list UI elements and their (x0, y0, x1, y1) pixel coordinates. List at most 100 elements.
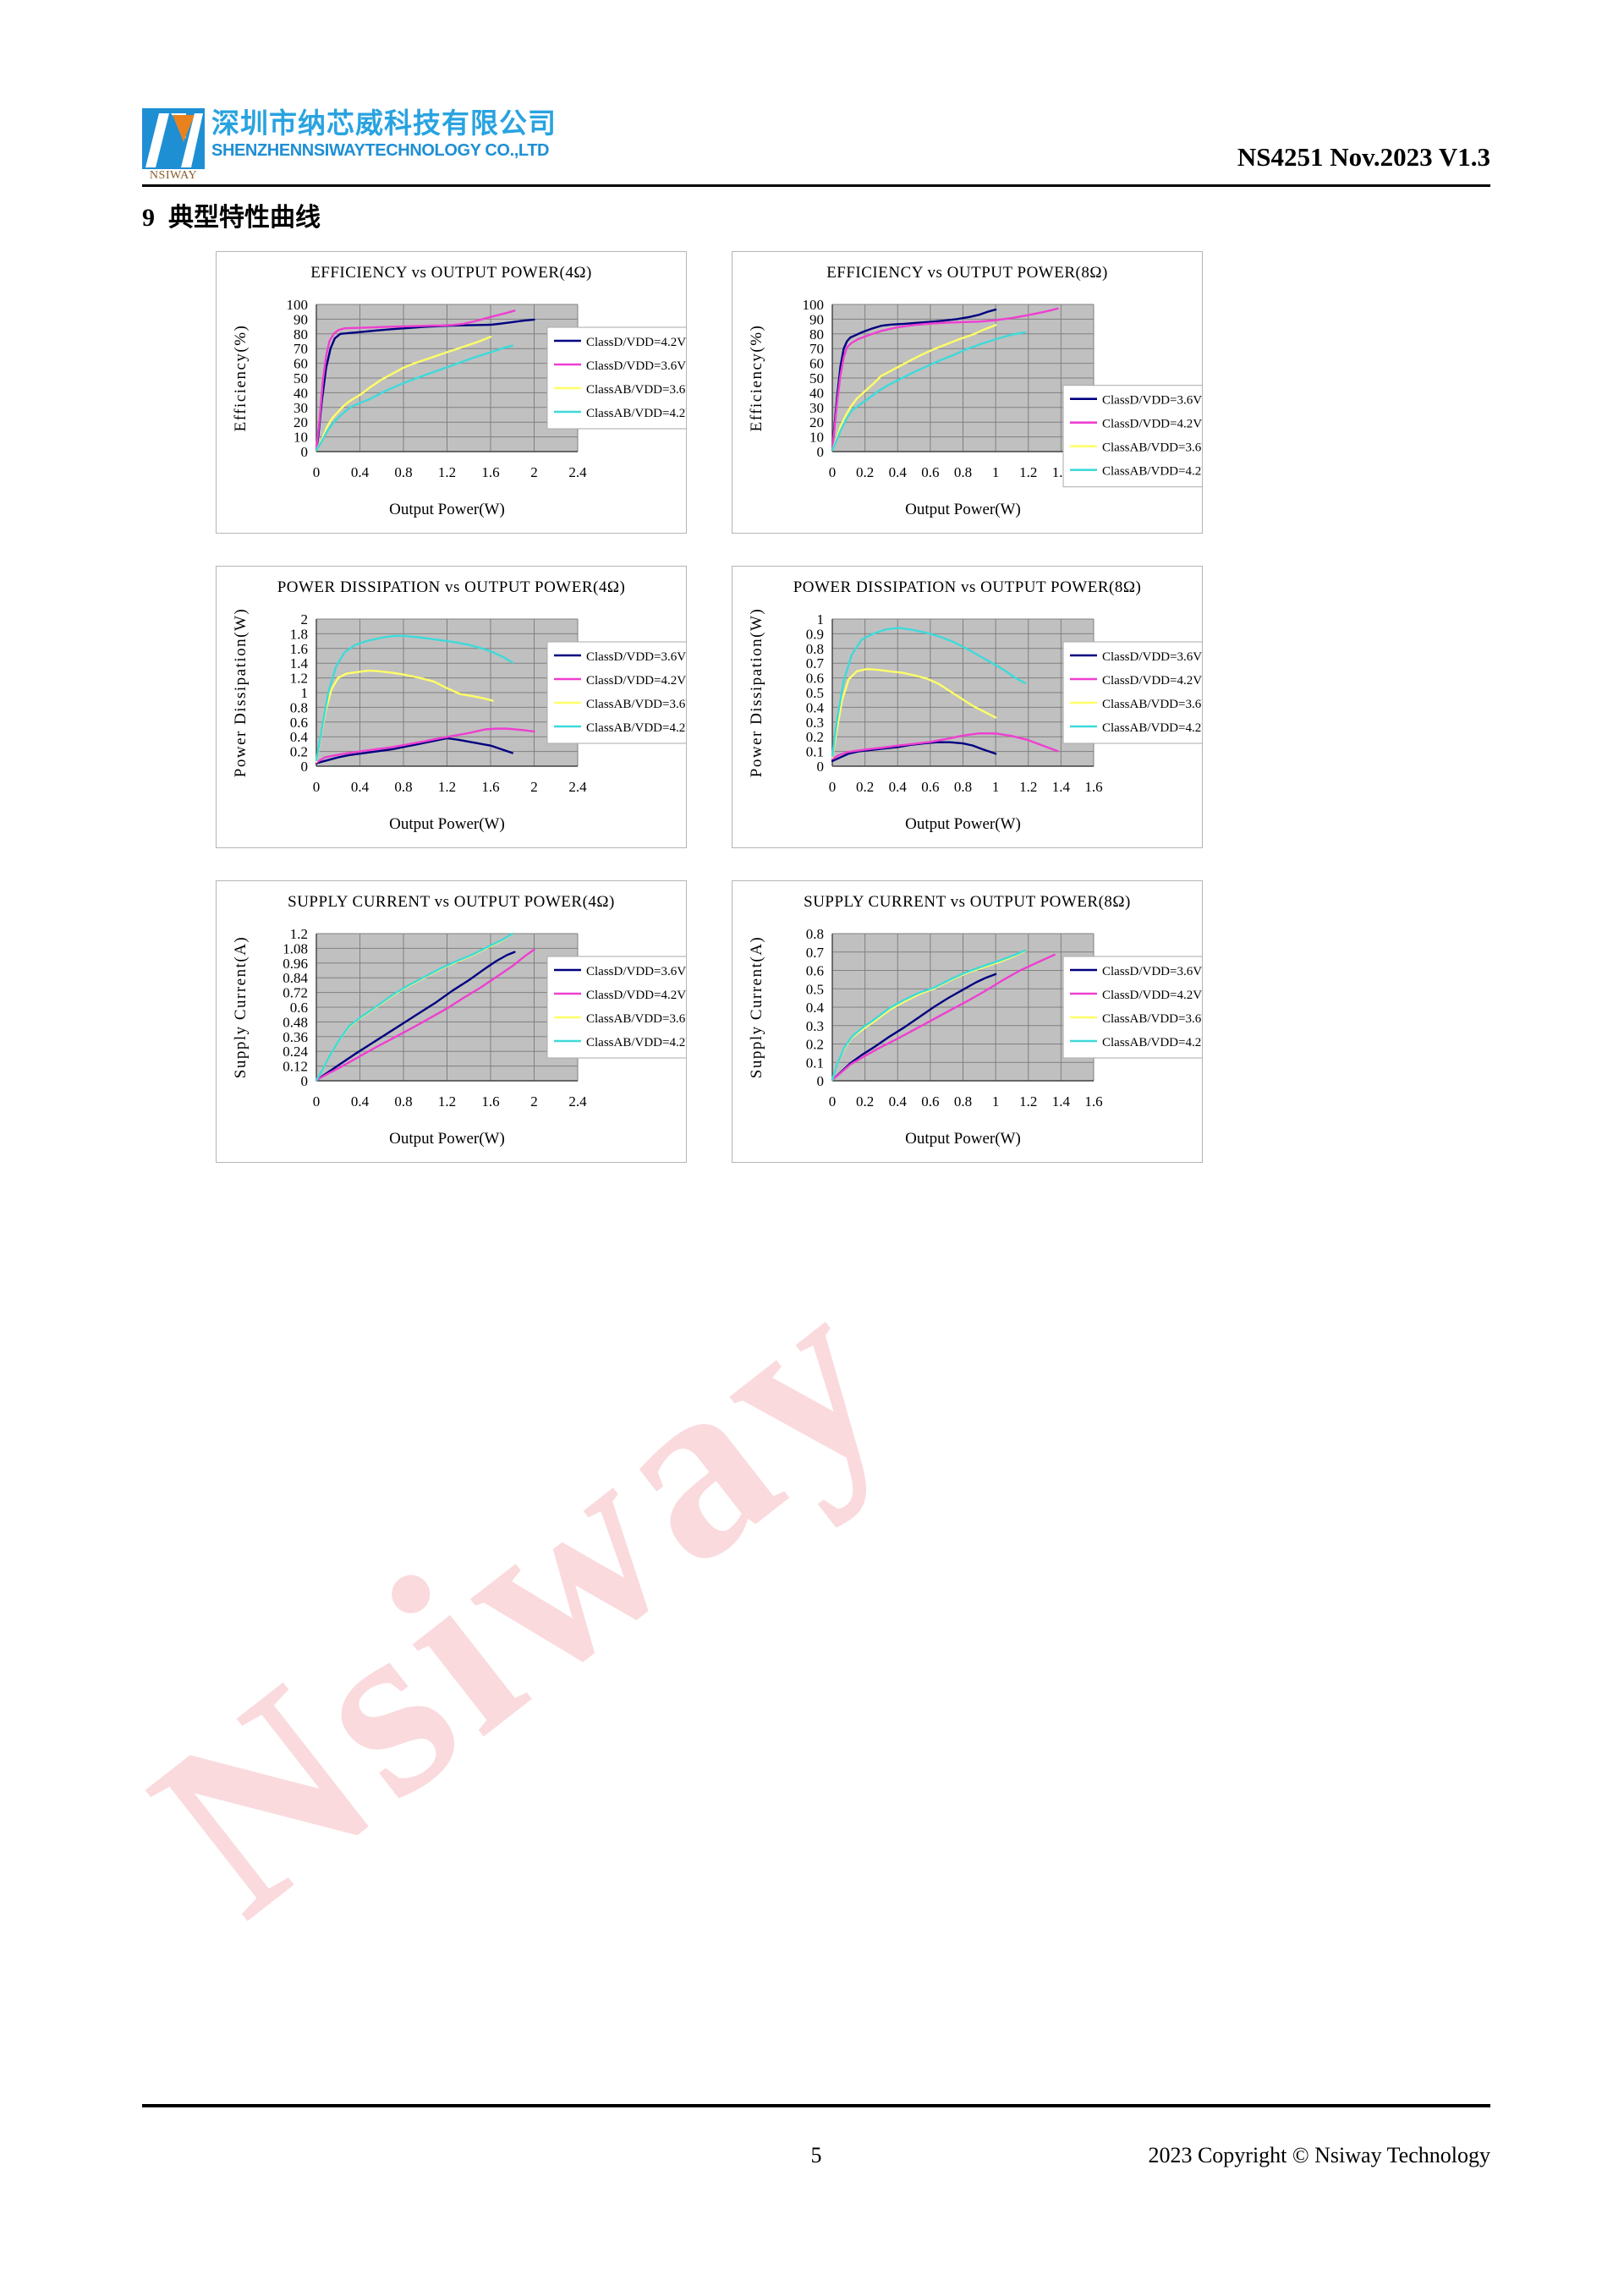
legend-item-label: ClassAB/VDD=4.2V (586, 721, 686, 735)
y-axis-tick-label: 0.6 (290, 715, 308, 731)
x-axis-tick-label: 0.2 (856, 464, 874, 480)
x-axis-tick-label: 1 (992, 1093, 1000, 1110)
legend-item-label: ClassAB/VDD=3.6V (586, 1012, 686, 1026)
x-axis-tick-label: 1.2 (438, 1093, 456, 1110)
x-axis-tick-label: 1.6 (1084, 779, 1102, 795)
y-axis-tick-label: 0.8 (290, 699, 308, 715)
series-line (831, 667, 997, 759)
x-axis-tick-label: 0.4 (351, 1093, 370, 1110)
y-axis-tick-label: 20 (809, 414, 824, 430)
y-axis-tick-label: 90 (294, 311, 308, 327)
x-axis-tick-label: 1.6 (1084, 1093, 1102, 1110)
legend-item-label: ClassAB/VDD=3.6V (1102, 698, 1202, 711)
y-axis-label: Efficiency(%) (748, 325, 765, 432)
company-name-en: SHENZHENNSIWAYTECHNOLOGY CO.,LTD (211, 141, 550, 161)
series-line (831, 324, 997, 452)
series-line (315, 932, 513, 1082)
legend-item-label: ClassAB/VDD=4.2V (586, 1036, 686, 1049)
chart-title: POWER DISSIPATION vs OUTPUT POWER(8Ω) (793, 578, 1142, 596)
page-title: 9 典型特性曲线 (142, 196, 321, 233)
copyright-notice: 2023 Copyright © Nsiway Technology (1148, 2143, 1490, 2167)
series-line (831, 308, 997, 452)
x-axis-tick-label: 0.2 (856, 779, 874, 795)
chart-legend: ClassD/VDD=3.6V ClassD/VDD=4.2V ClassAB/VD… (546, 641, 686, 744)
series-line (315, 310, 516, 450)
x-axis-tick-label: 1 (992, 464, 1000, 480)
y-axis-tick-label: 1 (817, 611, 825, 627)
chart-efficiency-4ohm: EFFICIENCY vs OUTPUT POWER(4Ω) 0 10 20 30 40 5… (216, 251, 687, 534)
series-line (315, 737, 513, 764)
x-axis-tick-label: 1.6 (481, 779, 499, 795)
y-axis-tick-label: 0.96 (283, 956, 308, 972)
chart-title: EFFICIENCY vs OUTPUT POWER(8Ω) (826, 264, 1108, 282)
document-id: NS4251 Nov.2023 V1.3 (1237, 142, 1490, 172)
x-axis-tick-label: 0 (829, 779, 837, 795)
x-axis-tick-label: 0.8 (394, 779, 412, 795)
x-axis-tick-label: 0.4 (889, 464, 908, 480)
x-axis-label: Output Power(W) (905, 815, 1021, 833)
y-axis-tick-label: 0.7 (806, 945, 825, 961)
y-axis-tick-label: 1.08 (283, 940, 308, 956)
x-axis-tick-label: 1.2 (1019, 1093, 1037, 1110)
y-axis-tick-label: 50 (809, 370, 824, 386)
series-line (315, 336, 492, 452)
characteristic-curves-grid: EFFICIENCY vs OUTPUT POWER(4Ω) 0 10 20 30 40 5… (0, 251, 1624, 1195)
series-line (315, 948, 535, 1082)
x-axis-tick-label: 1.4 (1052, 779, 1071, 795)
y-axis-tick-label: 70 (809, 341, 824, 357)
x-axis-tick-label: 0.4 (889, 779, 908, 795)
y-axis-tick-label: 20 (294, 414, 308, 430)
chart-title: EFFICIENCY vs OUTPUT POWER(4Ω) (310, 264, 592, 282)
x-axis-tick-label: 0.4 (351, 464, 370, 480)
y-axis-tick-label: 1.6 (290, 641, 308, 657)
y-axis-tick-label: 0 (301, 759, 309, 775)
legend-item-label: ClassAB/VDD=4.2V (1102, 1036, 1202, 1049)
series-line (315, 669, 494, 763)
y-axis-tick-label: 0.72 (283, 985, 308, 1001)
y-axis-tick-label: 0 (817, 759, 825, 775)
company-name-cn: 深圳市纳芯威科技有限公司 (211, 107, 557, 140)
legend-item-label: ClassD/VDD=4.2V (1102, 418, 1202, 431)
y-axis-label: Power Dissipation(W) (748, 608, 765, 777)
legend-item-label: ClassAB/VDD=4.2V (1102, 721, 1202, 735)
x-axis-tick-label: 1.2 (1019, 464, 1037, 480)
x-axis-tick-label: 0.8 (954, 779, 972, 795)
chart-title: POWER DISSIPATION vs OUTPUT POWER(4Ω) (277, 578, 626, 596)
y-axis-tick-label: 0.5 (806, 685, 824, 701)
y-axis-tick-label: 0 (817, 1073, 825, 1089)
legend-item-label: ClassD/VDD=3.6V (586, 359, 686, 373)
y-axis-tick-label: 1.4 (290, 655, 309, 671)
legend-item-label: ClassAB/VDD=3.6V (586, 383, 686, 397)
x-axis-tick-label: 0 (829, 1093, 837, 1110)
chart-legend: ClassD/VDD=3.6V ClassD/VDD=4.2V ClassAB/VD… (1062, 956, 1202, 1059)
chart-row: SUPPLY CURRENT vs OUTPUT POWER(4Ω) 0 0.12 0… (0, 880, 1624, 1163)
y-axis-tick-label: 1.2 (290, 671, 308, 687)
series-line (315, 318, 535, 452)
chart-supply-current-8ohm: SUPPLY CURRENT vs OUTPUT POWER(8Ω) 0 0.1 0.… (732, 880, 1203, 1163)
y-axis-tick-label: 60 (294, 356, 308, 372)
y-axis-tick-label: 40 (809, 385, 824, 401)
legend-item-label: ClassD/VDD=3.6V (1102, 394, 1202, 408)
y-axis-label: Power Dissipation(W) (232, 608, 250, 777)
x-axis-tick-label: 2 (530, 1093, 538, 1110)
x-axis-tick-label: 0.6 (921, 779, 939, 795)
chart-legend: ClassD/VDD=4.2V ClassD/VDD=3.6V ClassAB/VD… (546, 326, 686, 430)
x-axis-label: Output Power(W) (389, 1130, 505, 1148)
x-axis-tick-label: 0.6 (921, 1093, 939, 1110)
y-axis-tick-label: 2 (301, 611, 309, 627)
y-axis-label: Supply Current(A) (748, 936, 765, 1079)
y-axis-tick-label: 60 (809, 356, 824, 372)
y-axis-tick-label: 1.2 (290, 926, 308, 942)
y-axis-tick-label: 30 (294, 400, 308, 416)
y-axis-tick-label: 0.6 (290, 1000, 308, 1016)
x-axis-tick-label: 2.4 (568, 464, 587, 480)
series-line (315, 727, 535, 764)
x-axis-label: Output Power(W) (905, 1130, 1021, 1148)
x-axis-tick-label: 0.8 (394, 1093, 412, 1110)
x-axis-label: Output Power(W) (389, 815, 505, 833)
y-axis-tick-label: 0.84 (283, 970, 308, 986)
x-axis-tick-label: 1.2 (438, 464, 456, 480)
y-axis-tick-label: 0.2 (290, 744, 308, 760)
y-axis-tick-label: 1.8 (290, 626, 308, 642)
chart-row: EFFICIENCY vs OUTPUT POWER(4Ω) 0 10 20 30 40 5… (0, 251, 1624, 534)
